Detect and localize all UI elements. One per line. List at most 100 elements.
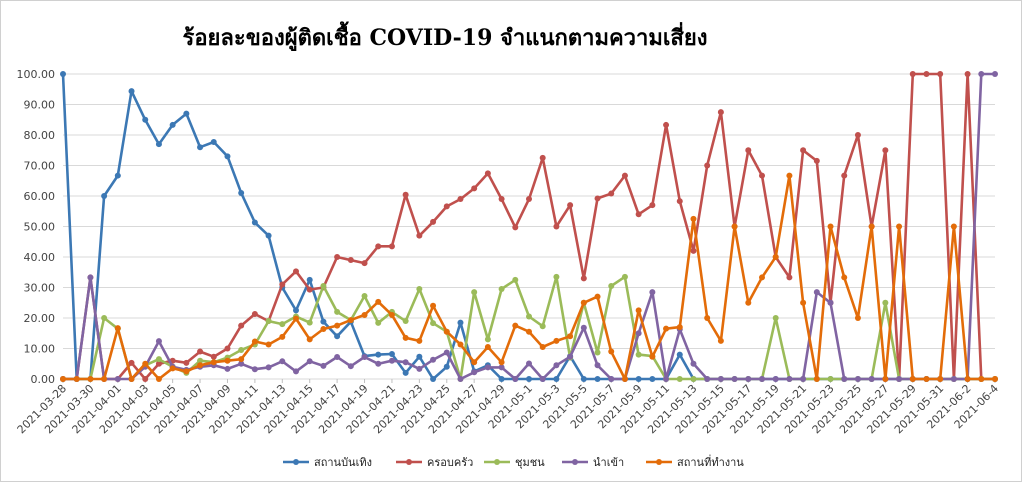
data-point xyxy=(608,190,615,197)
data-point xyxy=(526,360,532,367)
data-point xyxy=(635,307,642,314)
legend-label: นำเข้า xyxy=(593,456,624,469)
data-point xyxy=(663,325,670,332)
data-point xyxy=(430,320,437,327)
data-point xyxy=(759,376,765,382)
data-point xyxy=(621,172,628,179)
data-point xyxy=(457,341,464,348)
data-point xyxy=(676,376,683,382)
data-point xyxy=(430,376,437,382)
data-point xyxy=(827,299,834,306)
series-lines xyxy=(60,71,998,382)
data-point xyxy=(868,376,875,382)
data-point xyxy=(416,232,423,239)
data-point xyxy=(87,376,94,382)
data-point xyxy=(183,368,190,375)
data-point xyxy=(553,362,560,369)
data-point xyxy=(238,360,245,367)
data-point xyxy=(553,376,560,382)
x-axis-ticks: 2021-03-282021-03-302021-04-012021-04-03… xyxy=(15,379,1001,436)
data-point xyxy=(800,299,807,306)
data-point xyxy=(142,116,149,123)
data-point xyxy=(704,315,711,321)
y-tick-label: 100.00 xyxy=(17,68,56,81)
data-point xyxy=(224,365,231,372)
chart-title: ร้อยละของผู้ติดเชื้อ COVID-19 จำแนกตามคว… xyxy=(182,25,708,51)
data-point xyxy=(402,359,409,366)
data-point xyxy=(731,223,738,230)
data-point xyxy=(471,289,478,296)
data-point xyxy=(594,195,601,202)
data-point xyxy=(882,299,889,306)
legend-marker xyxy=(656,459,662,465)
data-point xyxy=(334,254,341,260)
data-point xyxy=(498,376,505,382)
data-point xyxy=(375,319,382,326)
data-point xyxy=(745,147,752,154)
y-tick-label: 40.00 xyxy=(24,251,56,264)
data-point xyxy=(649,376,656,382)
data-point xyxy=(334,354,341,361)
y-tick-label: 80.00 xyxy=(24,129,56,142)
data-point xyxy=(101,315,108,321)
data-point xyxy=(265,364,272,371)
data-point xyxy=(539,154,546,161)
data-point xyxy=(347,317,354,324)
data-point xyxy=(320,362,327,369)
data-point xyxy=(512,376,519,382)
data-point xyxy=(361,293,368,300)
data-point xyxy=(498,286,505,293)
data-point xyxy=(388,357,395,364)
data-point xyxy=(690,376,697,382)
data-point xyxy=(649,202,656,209)
data-point xyxy=(279,358,286,365)
data-point xyxy=(169,121,176,128)
data-point xyxy=(155,356,162,363)
data-point xyxy=(87,274,94,281)
data-point xyxy=(224,153,231,160)
data-point xyxy=(868,223,875,230)
legend-label: ชุมชน xyxy=(515,456,545,469)
data-point xyxy=(937,376,944,382)
data-point xyxy=(498,196,505,203)
data-point xyxy=(635,376,642,382)
data-point xyxy=(553,337,560,344)
data-point xyxy=(896,223,903,230)
data-point xyxy=(498,364,505,371)
data-point xyxy=(649,289,656,296)
data-point xyxy=(306,286,313,293)
data-point xyxy=(608,282,615,289)
data-point xyxy=(526,328,532,335)
data-point xyxy=(745,299,752,306)
data-point xyxy=(745,376,752,382)
data-point xyxy=(841,172,848,179)
data-point xyxy=(813,157,820,164)
data-point xyxy=(388,243,395,250)
data-point xyxy=(361,354,368,361)
data-point xyxy=(621,273,628,280)
data-point xyxy=(676,351,683,358)
data-point xyxy=(704,376,711,382)
data-point xyxy=(539,343,546,350)
data-point xyxy=(567,202,574,209)
data-point xyxy=(388,311,395,318)
data-point xyxy=(155,338,162,345)
data-point xyxy=(471,185,478,192)
data-point xyxy=(402,191,409,198)
data-point xyxy=(608,376,615,382)
data-point xyxy=(224,345,231,352)
data-point xyxy=(430,218,437,225)
data-point xyxy=(347,363,354,370)
data-point xyxy=(265,341,272,348)
data-point xyxy=(238,189,245,196)
data-point xyxy=(759,172,765,179)
data-point xyxy=(210,139,217,146)
data-point xyxy=(471,359,478,366)
data-point xyxy=(539,376,546,382)
data-point xyxy=(978,71,985,77)
data-point xyxy=(155,360,162,367)
data-point xyxy=(635,351,642,358)
legend-marker xyxy=(293,459,299,465)
data-point xyxy=(594,376,601,382)
